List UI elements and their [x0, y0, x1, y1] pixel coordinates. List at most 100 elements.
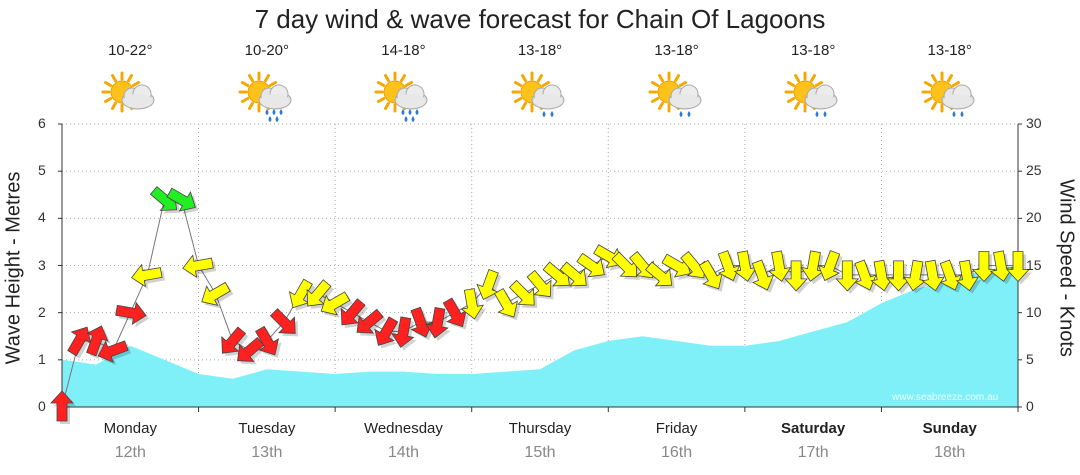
- wind-arrow: [698, 259, 723, 290]
- wind-arrow: [237, 337, 265, 362]
- temperature-range: 13-18°: [790, 42, 836, 59]
- wind-arrow: [1006, 251, 1030, 283]
- wind-arrow: [131, 263, 163, 288]
- date-label: 14th: [387, 444, 419, 461]
- wind-arrow: [67, 326, 92, 357]
- wind-arrow: [356, 308, 384, 334]
- wind-arrow: [576, 252, 605, 278]
- y-tick-label-right: 25: [1026, 162, 1042, 179]
- day-label: Monday: [103, 420, 157, 437]
- wind-arrow: [201, 281, 231, 306]
- y-tick-label-left: 1: [38, 350, 46, 367]
- wind-arrow: [751, 259, 775, 291]
- wind-arrow: [494, 288, 519, 318]
- temperature-range: 10-22°: [108, 42, 153, 59]
- temperature-range: 13-18°: [927, 42, 972, 59]
- wind-arrow: [661, 253, 691, 278]
- y-tick-label-left: 0: [38, 398, 46, 414]
- date-label: 17th: [797, 444, 829, 461]
- wind-arrow: [611, 251, 638, 278]
- temperature-range: 13-18°: [654, 42, 699, 59]
- day-label: Wednesday: [363, 420, 443, 437]
- wind-arrow: [559, 261, 587, 287]
- wind-arrow: [800, 250, 825, 282]
- wind-arrow: [460, 288, 485, 320]
- wave-area: [62, 265, 1018, 407]
- wind-arrow: [269, 308, 296, 334]
- y-tick-label-left: 5: [38, 162, 46, 179]
- sun-cloud-showers-icon: [920, 68, 980, 126]
- y-tick-label-right: 5: [1026, 350, 1034, 367]
- wind-arrow: [989, 250, 1014, 282]
- wind-arrow: [508, 279, 535, 306]
- wind-arrow: [903, 259, 927, 292]
- chart-title: 7 day wind & wave forecast for Chain Of …: [254, 4, 826, 34]
- sun-cloud-showers-icon: [783, 68, 843, 126]
- wind-arrow: [425, 306, 449, 339]
- wind-arrow: [854, 259, 877, 291]
- temperature-range: 10-20°: [244, 42, 290, 59]
- date-label: 18th: [934, 444, 966, 461]
- y-tick-label-left: 3: [38, 256, 46, 273]
- date-label: 15th: [524, 444, 556, 461]
- wind-arrow: [320, 291, 351, 316]
- wind-arrow: [971, 251, 996, 283]
- wind-arrow: [733, 250, 758, 282]
- date-label: 12th: [114, 444, 146, 461]
- day-label: Sunday: [922, 420, 977, 437]
- wind-arrow: [870, 259, 894, 292]
- wind-arrow: [374, 316, 399, 346]
- wind-arrow: [886, 260, 911, 292]
- wave-height-area: [62, 265, 1018, 407]
- wind-arrow: [955, 259, 980, 292]
- wind-arrow: [476, 269, 499, 300]
- date-label: 16th: [660, 444, 693, 461]
- wind-arrow: [817, 250, 841, 282]
- wind-arrow: [767, 250, 792, 282]
- wind-arrow: [921, 259, 945, 292]
- sun-cloud-showers-icon: [510, 68, 570, 126]
- wind-arrow: [835, 260, 860, 292]
- wind-arrow: [526, 269, 552, 298]
- wind-arrow: [182, 254, 214, 278]
- date-label: 13th: [251, 444, 283, 461]
- y-tick-label-left: 6: [38, 115, 46, 131]
- y-tick-label-right: 0: [1026, 398, 1034, 414]
- wind-arrow: [221, 326, 247, 354]
- y-tick-label-right: 10: [1026, 303, 1042, 320]
- wind-arrow: [288, 278, 313, 309]
- y-tick-label-left: 4: [38, 209, 46, 226]
- wind-arrow: [255, 325, 280, 356]
- wind-arrow: [784, 260, 809, 292]
- watermark: www.seabreeze.com.au: [892, 392, 999, 403]
- wind-arrow: [442, 297, 467, 328]
- wind-arrow: [115, 301, 147, 326]
- wind-arrow: [97, 340, 129, 363]
- y-tick-label-right: 30: [1026, 115, 1042, 131]
- temperature-range: 13-18°: [517, 42, 563, 59]
- sun-cloud-icon: [100, 68, 160, 126]
- day-label: Friday: [655, 420, 698, 437]
- wind-arrow: [644, 261, 673, 287]
- day-label: Thursday: [508, 420, 572, 437]
- temperature-range: 14-18°: [381, 42, 426, 59]
- wind-arrow: [717, 250, 741, 282]
- wind-arrows: [50, 186, 1032, 424]
- y-tick-label-left: 2: [38, 303, 46, 320]
- wind-arrow: [86, 325, 109, 357]
- y-tick-label-right: 15: [1026, 256, 1042, 273]
- wind-arrow: [391, 316, 415, 348]
- day-label: Tuesday: [238, 420, 296, 437]
- sun-cloud-showers-icon: [647, 68, 707, 126]
- wind-arrow: [306, 279, 332, 307]
- sun-cloud-rain-icon: [237, 68, 297, 126]
- wind-arrow: [410, 306, 433, 338]
- day-label: Saturday: [781, 420, 846, 437]
- y-tick-label-right: 20: [1026, 209, 1042, 226]
- wind-arrow: [340, 298, 366, 326]
- wind-arrow: [50, 390, 74, 422]
- wind-arrow: [166, 187, 196, 212]
- wind-arrow: [939, 259, 963, 291]
- sun-cloud-rain-icon: [373, 68, 433, 126]
